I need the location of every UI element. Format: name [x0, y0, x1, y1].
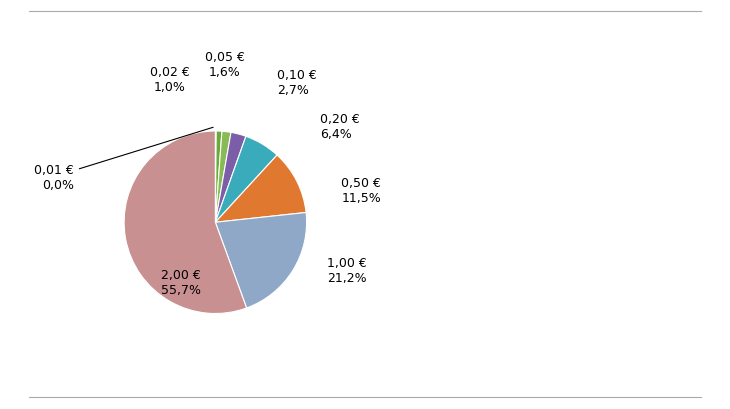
Wedge shape [215, 133, 246, 223]
Wedge shape [124, 132, 247, 314]
Text: 0,02 €
1,0%: 0,02 € 1,0% [150, 65, 190, 93]
Wedge shape [215, 132, 222, 223]
Wedge shape [215, 213, 307, 308]
Wedge shape [215, 132, 231, 223]
Wedge shape [215, 156, 306, 223]
Wedge shape [215, 137, 277, 223]
Text: 0,01 €
0,0%: 0,01 € 0,0% [34, 128, 213, 191]
Text: 0,20 €
6,4%: 0,20 € 6,4% [320, 113, 360, 141]
Text: 0,05 €
1,6%: 0,05 € 1,6% [204, 51, 245, 79]
Wedge shape [215, 132, 216, 223]
Text: 1,00 €
21,2%: 1,00 € 21,2% [327, 256, 366, 284]
Text: 2,00 €
55,7%: 2,00 € 55,7% [161, 268, 201, 296]
Text: 0,10 €
2,7%: 0,10 € 2,7% [277, 69, 317, 97]
Text: 0,50 €
11,5%: 0,50 € 11,5% [341, 177, 381, 205]
